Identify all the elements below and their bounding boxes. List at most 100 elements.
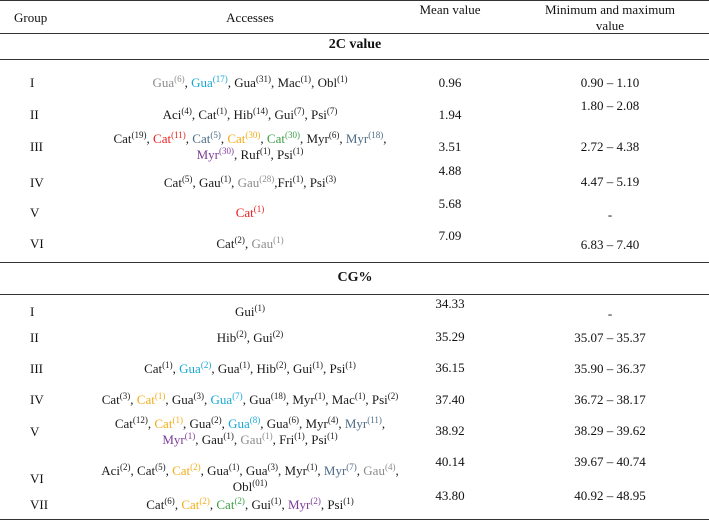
accession-taxon: Aci (101, 463, 121, 478)
separator: , (204, 392, 211, 407)
header-group: Group (14, 10, 48, 25)
accession-count: (4) (181, 106, 192, 116)
accesses-line: Gua(6), Gua(17), Gua(31), Mac(1), Obl(1) (70, 75, 430, 91)
separator: , (165, 392, 172, 407)
accession-count: (1) (262, 431, 273, 441)
accession-count: (31) (255, 74, 271, 84)
separator: , (233, 432, 241, 447)
accession-count: (7) (326, 106, 338, 116)
accession-taxon: Cat (216, 497, 235, 512)
separator: , (278, 463, 285, 478)
accession-taxon: Gau (363, 463, 385, 478)
group-label: I (30, 304, 35, 319)
accession-count: (2) (190, 462, 201, 472)
accession-count: (1) (273, 235, 284, 245)
mean-value: 5.68 (438, 196, 462, 211)
group-label: VI (30, 471, 44, 486)
min-max-value: 40.92 – 48.95 (574, 488, 646, 503)
accession-taxon: Myr (292, 392, 315, 407)
accession-taxon: Myr (162, 432, 185, 447)
separator: , (325, 392, 332, 407)
separator: , (267, 107, 275, 122)
separator: , (320, 497, 328, 512)
accesses-cell: Cat(3), Cat(1), Gua(3), Gua(7), Gua(18),… (70, 392, 430, 408)
accession-taxon: Gui (253, 330, 273, 345)
separator: , (304, 107, 311, 122)
separator: , (182, 416, 190, 431)
accession-taxon: Cat (136, 392, 155, 407)
accession-count: (1) (184, 431, 196, 441)
accession-count: (6) (174, 74, 185, 84)
accesses-line: Cat(3), Cat(1), Gua(3), Gua(7), Gua(18),… (70, 392, 430, 408)
separator: , (147, 416, 155, 431)
accession-taxon: Hib (216, 330, 237, 345)
accession-taxon: Cat (172, 463, 191, 478)
rule-bottom (0, 519, 709, 520)
min-max-value: 36.72 – 38.17 (574, 392, 646, 407)
separator: , (274, 175, 278, 190)
accession-taxon: Hib (233, 107, 253, 122)
separator: , (299, 131, 307, 146)
accession-count: (2) (276, 360, 287, 370)
accession-taxon: Gua (266, 416, 289, 431)
accession-count: (30) (218, 146, 234, 156)
accession-count: (7) (293, 106, 305, 116)
accesses-line: Obl(01) (70, 479, 430, 495)
separator: , (281, 497, 288, 512)
accession-count: (5) (181, 174, 193, 184)
min-max-value: 38.29 – 39.62 (574, 423, 646, 438)
mean-value: 4.88 (438, 163, 462, 178)
separator: , (242, 392, 250, 407)
accession-taxon: Myr (345, 131, 369, 146)
header-min-max: Minimum and maximum (545, 2, 675, 17)
mean-value: 7.09 (438, 228, 462, 243)
accession-taxon: Gua (228, 416, 250, 431)
header-accesses: Accesses (226, 10, 274, 25)
separator: , (231, 175, 238, 190)
separator: , (244, 236, 252, 251)
accession-taxon: Psi (309, 175, 326, 190)
accession-taxon: Gui (293, 361, 313, 376)
accession-count: (1) (292, 146, 304, 156)
accession-count: (1) (254, 303, 266, 313)
separator: , (286, 361, 293, 376)
min-max-value: 39.67 – 40.74 (574, 454, 646, 469)
accesses-line: Cat(19), Cat(11), Cat(5), Cat(30), Cat(3… (70, 131, 430, 147)
accession-count: (12) (132, 415, 148, 425)
accesses-cell: Cat(1) (70, 205, 430, 221)
separator: , (381, 416, 386, 431)
accession-count: (2) (234, 496, 245, 506)
separator: , (221, 416, 229, 431)
accession-taxon: Gau (201, 432, 224, 447)
accession-count: (11) (367, 415, 382, 425)
group-label: V (30, 424, 40, 439)
accession-count: (1) (327, 431, 338, 441)
accession-count: (2) (310, 496, 321, 506)
accession-count: (8) (249, 415, 261, 425)
accesses-line: Aci(2), Cat(5), Cat(2), Gua(1), Gua(3), … (70, 463, 430, 479)
mean-value: 35.29 (435, 329, 465, 344)
accesses-cell: Cat(5), Gau(1), Gau(28),Fri(1), Psi(3) (70, 175, 430, 191)
accession-count: (19) (131, 130, 147, 140)
accession-count: (1) (270, 496, 282, 506)
accession-count: (1) (162, 360, 173, 370)
accession-count: (1) (253, 204, 265, 214)
accession-count: (4) (384, 462, 396, 472)
accession-count: (7) (232, 391, 243, 401)
group-label: VI (30, 236, 44, 251)
separator: , (303, 175, 310, 190)
accesses-cell: Cat(2), Gau(1) (70, 236, 430, 252)
separator: , (184, 75, 192, 90)
mean-value: 40.14 (435, 454, 465, 469)
accession-taxon: Myr (284, 463, 307, 478)
accession-count: (3) (119, 391, 131, 401)
accesses-line: Hib(2), Gui(2) (70, 330, 430, 346)
accession-taxon: Gui (251, 497, 271, 512)
accession-count: (01) (252, 478, 268, 488)
accession-taxon: Cat (216, 236, 235, 251)
accession-count: (2) (272, 329, 284, 339)
accession-count: (2) (236, 329, 247, 339)
accession-count: (1) (228, 462, 240, 472)
accession-taxon: Fri (277, 175, 293, 190)
